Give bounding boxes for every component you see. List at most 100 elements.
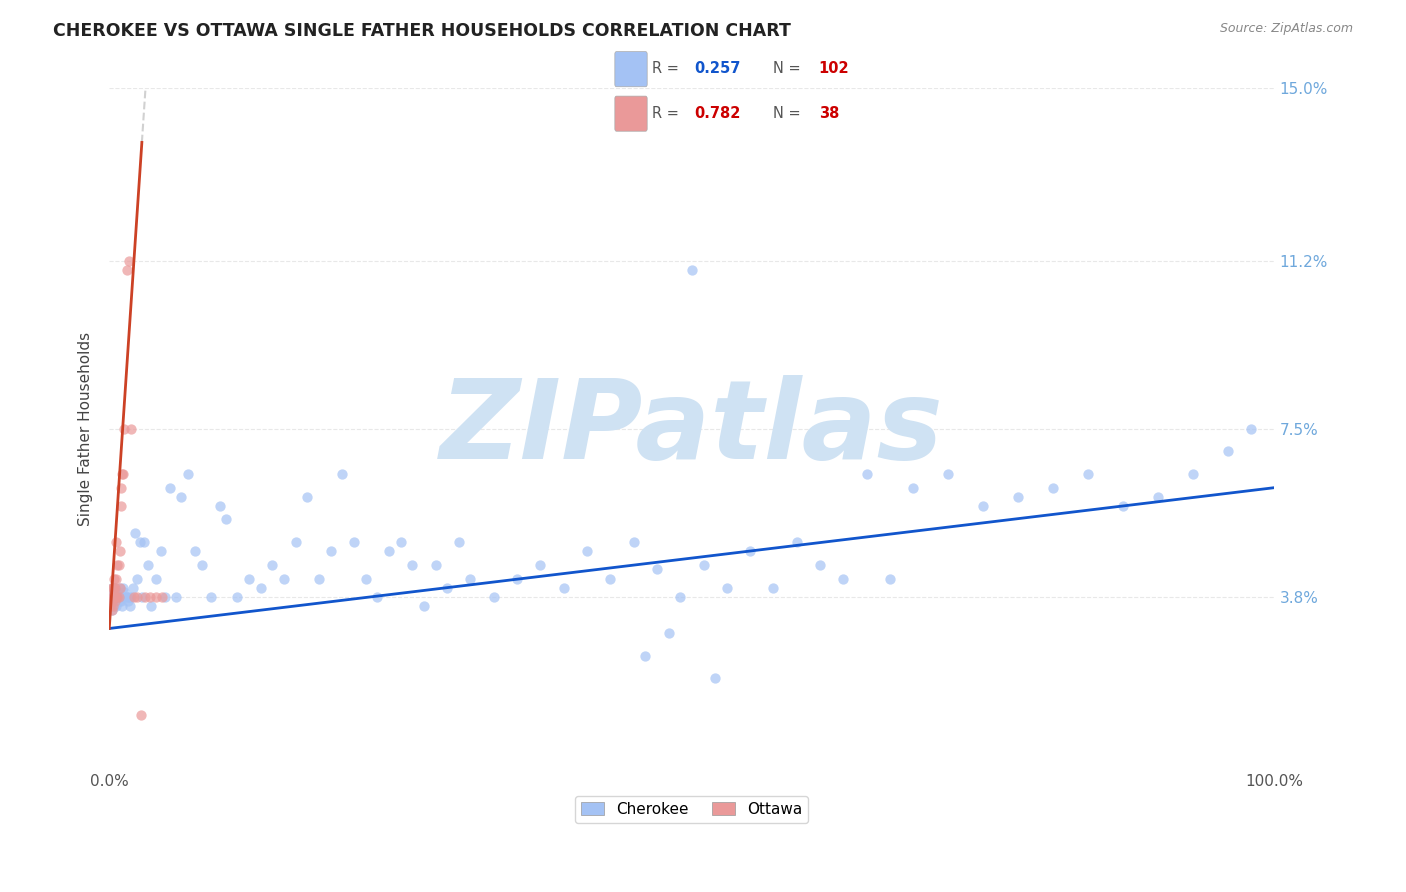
Point (134, 590, 156, 604)
Point (112, 421, 135, 435)
Text: 102: 102 (818, 62, 849, 77)
Point (330, 467, 353, 481)
Point (122, 590, 145, 604)
Point (105, 590, 128, 604)
Point (127, 572, 149, 586)
Point (425, 558, 447, 572)
Text: 38: 38 (818, 106, 839, 121)
Point (1240, 421, 1263, 435)
Point (855, 467, 877, 481)
Point (131, 590, 153, 604)
Point (249, 581, 271, 595)
Point (716, 581, 738, 595)
Point (107, 594, 129, 608)
Point (108, 581, 131, 595)
Point (105, 590, 128, 604)
Point (100, 581, 122, 595)
Point (1042, 481, 1064, 495)
Point (100, 590, 122, 604)
FancyBboxPatch shape (614, 96, 647, 131)
Point (972, 499, 994, 513)
Text: R =: R = (652, 62, 679, 77)
Point (1147, 490, 1170, 504)
Point (634, 648, 657, 663)
Point (903, 481, 925, 495)
Point (623, 535, 645, 549)
Point (153, 590, 176, 604)
Point (129, 707, 152, 722)
Point (110, 499, 132, 513)
Point (150, 590, 173, 604)
Point (103, 590, 125, 604)
Point (436, 581, 458, 595)
Point (1077, 467, 1099, 481)
Point (118, 590, 141, 604)
Point (121, 581, 143, 595)
Point (101, 594, 124, 608)
Point (124, 526, 146, 541)
Point (808, 558, 831, 572)
Point (284, 535, 307, 549)
Point (262, 558, 284, 572)
Point (103, 590, 125, 604)
Point (100, 603, 122, 617)
Point (575, 544, 598, 558)
Point (115, 590, 138, 604)
Text: 0.257: 0.257 (695, 62, 741, 77)
Point (740, 544, 762, 558)
Point (692, 558, 714, 572)
Point (120, 599, 142, 613)
Point (128, 535, 150, 549)
Point (108, 581, 131, 595)
Point (107, 590, 129, 604)
Point (110, 590, 132, 604)
Point (447, 535, 470, 549)
Point (111, 599, 134, 613)
Point (117, 594, 139, 608)
Point (112, 467, 135, 481)
Point (101, 590, 124, 604)
Point (599, 572, 621, 586)
Point (105, 572, 128, 586)
Point (100, 599, 122, 613)
Y-axis label: Single Father Households: Single Father Households (79, 332, 93, 525)
Text: 0.782: 0.782 (695, 106, 741, 121)
Point (191, 558, 214, 572)
Point (1181, 467, 1204, 481)
Point (177, 467, 200, 481)
Point (120, 421, 142, 435)
Point (645, 562, 668, 576)
Point (273, 572, 295, 586)
Point (200, 590, 222, 604)
Point (118, 253, 141, 268)
Point (114, 590, 136, 604)
Point (134, 535, 156, 549)
Text: ZIPatlas: ZIPatlas (440, 376, 943, 482)
Point (103, 581, 125, 595)
Point (105, 535, 128, 549)
Point (460, 572, 482, 586)
Point (103, 599, 125, 613)
Point (226, 590, 249, 604)
Point (529, 558, 551, 572)
Point (506, 572, 529, 586)
Point (319, 544, 342, 558)
Point (1007, 490, 1029, 504)
Point (104, 594, 127, 608)
Text: Source: ZipAtlas.com: Source: ZipAtlas.com (1219, 22, 1353, 36)
Point (101, 581, 124, 595)
Point (115, 262, 138, 277)
Point (165, 590, 187, 604)
Point (786, 535, 808, 549)
Point (832, 572, 855, 586)
Point (104, 581, 127, 595)
Point (936, 467, 959, 481)
Text: R =: R = (652, 106, 679, 121)
Text: CHEROKEE VS OTTAWA SINGLE FATHER HOUSEHOLDS CORRELATION CHART: CHEROKEE VS OTTAWA SINGLE FATHER HOUSEHO… (53, 22, 792, 40)
Point (378, 544, 401, 558)
Point (105, 585, 128, 599)
Point (366, 590, 388, 604)
Point (108, 590, 131, 604)
Point (669, 590, 692, 604)
Point (139, 590, 162, 604)
